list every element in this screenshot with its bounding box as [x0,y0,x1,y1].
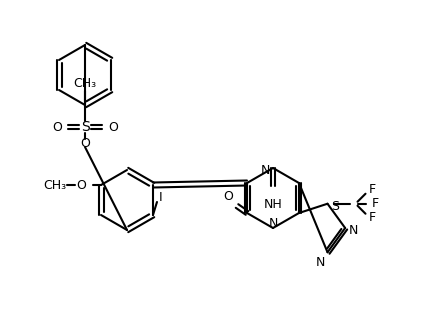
Text: O: O [108,121,118,133]
Text: CH₃: CH₃ [44,179,66,192]
Text: N: N [260,163,270,177]
Text: F: F [369,183,376,196]
Text: O: O [52,121,62,133]
Text: O: O [80,136,90,149]
Text: N: N [316,256,326,269]
Text: F: F [369,211,376,224]
Text: S: S [331,200,340,213]
Text: I: I [159,191,163,204]
Text: CH₃: CH₃ [73,76,96,90]
Text: S: S [81,120,89,134]
Text: F: F [372,197,379,210]
Text: NH: NH [264,198,282,210]
Text: N: N [268,216,278,229]
Text: O: O [223,190,233,203]
Text: O: O [76,179,86,192]
Text: N: N [349,223,359,236]
